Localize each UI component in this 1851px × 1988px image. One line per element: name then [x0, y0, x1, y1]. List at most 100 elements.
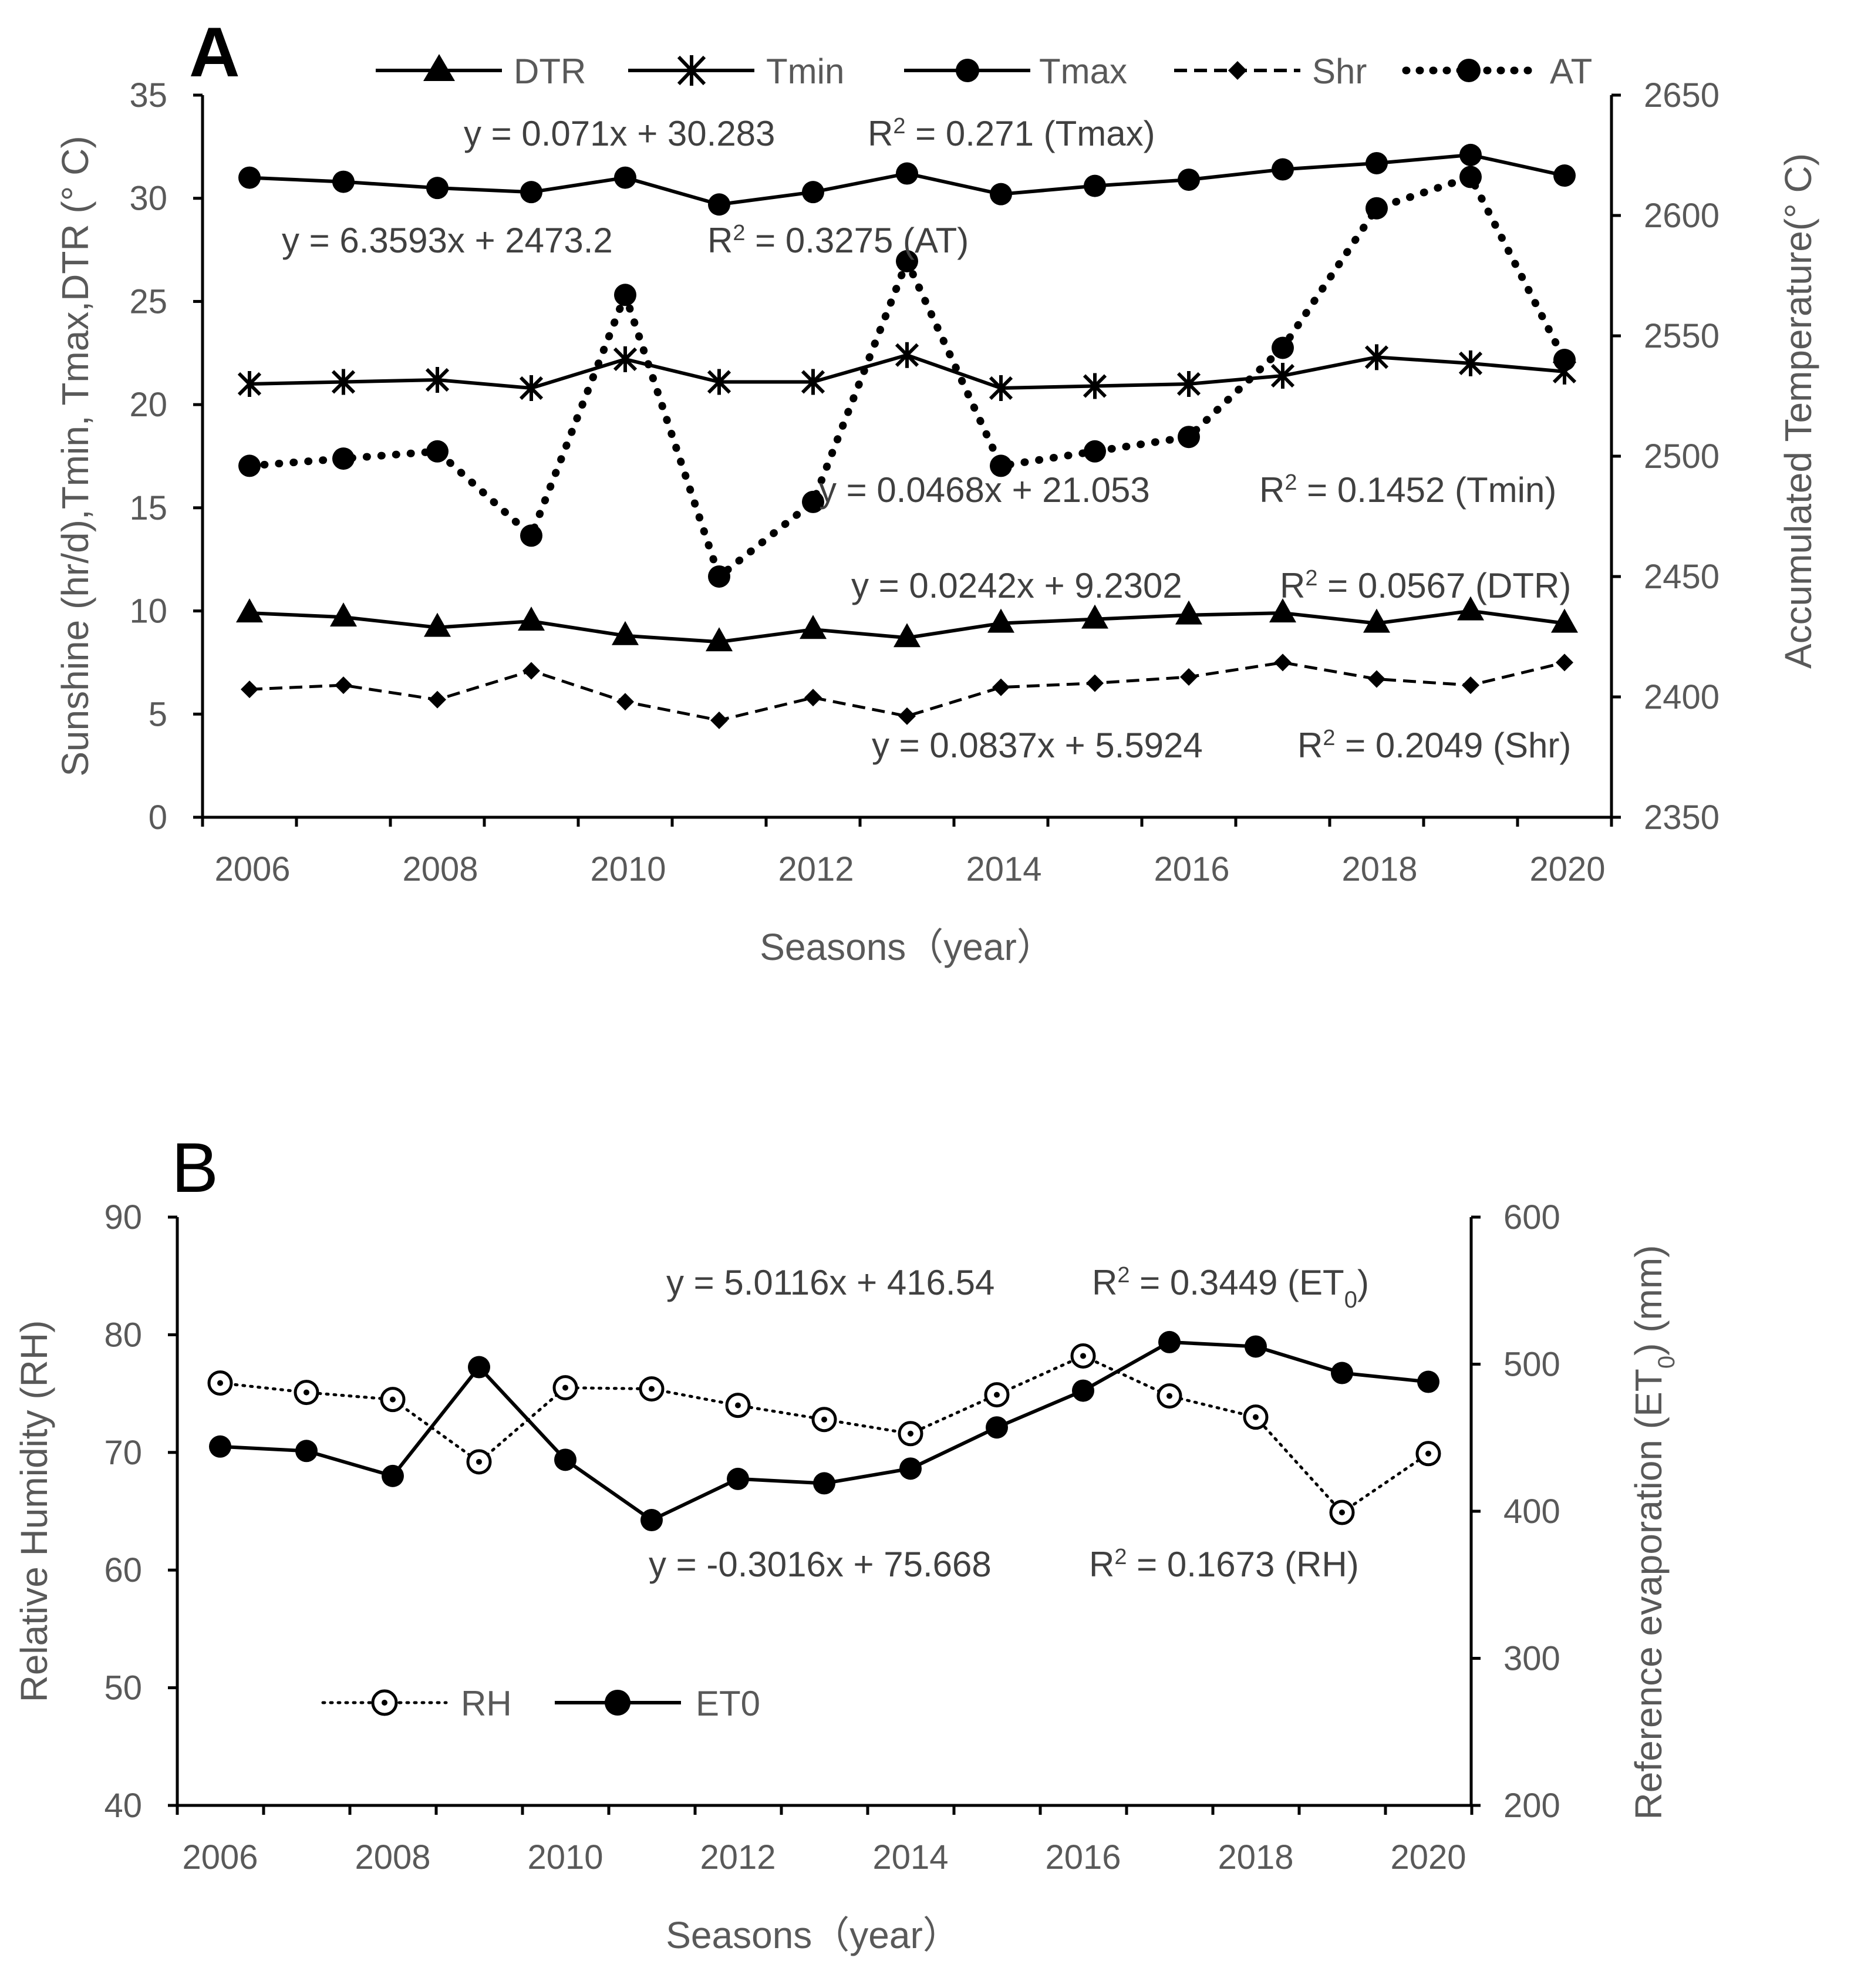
left-tick-label: 0 [149, 798, 167, 837]
left-tick-label: 20 [129, 386, 167, 424]
svg-text:Shr: Shr [1312, 52, 1367, 91]
eq-shr: y = 0.0837x + 5.5924 [872, 726, 1203, 765]
point-tmin [1083, 373, 1107, 399]
x-tick-label: 2008 [402, 850, 478, 888]
x-tick-label: 2006 [182, 1838, 258, 1876]
legend-rh: RH [321, 1684, 512, 1723]
point-tmin [237, 371, 262, 397]
svg-text:Tmax: Tmax [1039, 52, 1127, 91]
point-tmax [802, 181, 824, 204]
point-tmin [519, 375, 544, 402]
point-rh [1157, 1383, 1182, 1409]
point-tmin [613, 346, 638, 372]
point-tmax [708, 193, 730, 216]
panel-b-legend: RH ET0 [321, 1684, 760, 1723]
point-tmax [1084, 174, 1106, 197]
point-rh [207, 1370, 233, 1396]
x-tick-label: 2010 [590, 850, 666, 888]
left-tick-label: 50 [104, 1669, 142, 1707]
svg-text:ET0: ET0 [696, 1684, 760, 1723]
r2-tmax: R2 = 0.271 (Tmax) [868, 114, 1155, 153]
svg-text:AT: AT [1550, 52, 1592, 91]
point-shr [898, 707, 916, 725]
point-at [332, 447, 355, 470]
right-tick-label: 200 [1503, 1787, 1560, 1825]
panel-b-x-axis-title: Seasons（year） [666, 1914, 960, 1956]
right-tick-label: 600 [1503, 1198, 1560, 1236]
point-rh [1243, 1404, 1269, 1430]
point-dtr [800, 615, 827, 639]
point-et0 [382, 1464, 404, 1487]
series-tmin [237, 342, 1577, 402]
point-dtr [706, 627, 733, 652]
series-at [238, 166, 1576, 588]
panel-b-y-axis-title: Relative Humidity (RH) [13, 1320, 55, 1703]
point-tmin [895, 342, 919, 368]
point-at [708, 565, 730, 588]
panel-b-equations: y = 5.0116x + 416.54 R2 = 0.3449 (ET0) y… [649, 1263, 1369, 1584]
point-tmin [1364, 344, 1389, 370]
point-tmin [425, 366, 450, 393]
point-tmin [801, 369, 825, 395]
panel-a-right-tick-labels: 2350 2400 2450 2500 2550 2600 2650 [1644, 76, 1719, 837]
left-tick-label: 30 [129, 180, 167, 218]
point-et0 [1072, 1379, 1094, 1402]
series-shr [241, 653, 1573, 729]
point-rh [725, 1393, 751, 1418]
point-tmax [1553, 164, 1576, 187]
point-shr [616, 693, 634, 711]
point-tmax [332, 170, 355, 193]
point-tmax [238, 166, 261, 189]
point-at [1366, 197, 1388, 220]
point-et0 [899, 1457, 922, 1480]
point-at [520, 524, 542, 547]
point-at [896, 250, 918, 272]
series-tmax [238, 143, 1576, 216]
svg-text:Tmin: Tmin [766, 52, 844, 91]
right-tick-label: 2650 [1644, 76, 1719, 114]
left-tick-label: 5 [149, 695, 167, 733]
point-dtr [1081, 604, 1108, 629]
right-tick-label: 300 [1503, 1640, 1560, 1678]
point-shr [1462, 676, 1479, 695]
eq-rh: y = -0.3016x + 75.668 [649, 1545, 992, 1584]
eq-dtr: y = 0.0242x + 9.2302 [851, 566, 1182, 605]
x-tick-label: 2018 [1341, 850, 1417, 888]
point-rh [639, 1376, 665, 1402]
point-dtr [518, 606, 545, 631]
point-et0 [727, 1467, 749, 1490]
left-tick-label: 70 [104, 1434, 142, 1472]
point-tmax [896, 162, 918, 185]
point-tmax [426, 177, 449, 200]
legend-at: AT [1402, 52, 1592, 91]
panel-a-left-tick-labels: 0 5 10 15 20 25 30 35 [129, 76, 167, 837]
r2-et0: R2 = 0.3449 (ET0) [1092, 1263, 1369, 1313]
point-rh [380, 1387, 406, 1413]
r2-tmin: R2 = 0.1452 (Tmin) [1259, 470, 1556, 510]
point-at [1459, 166, 1482, 188]
left-tick-label: 25 [129, 282, 167, 321]
point-et0 [1331, 1362, 1353, 1384]
left-tick-label: 90 [104, 1198, 142, 1236]
point-tmin [989, 375, 1013, 402]
point-at [614, 284, 636, 306]
x-tick-label: 2020 [1529, 850, 1605, 888]
point-et0 [295, 1440, 318, 1463]
point-at [1553, 349, 1576, 371]
point-at [1084, 440, 1106, 463]
point-dtr [1363, 608, 1390, 633]
panel-b-right-tick-labels: 200 300 400 500 600 [1503, 1198, 1560, 1825]
left-tick-label: 10 [129, 592, 167, 631]
point-at [238, 454, 261, 477]
point-et0 [1417, 1370, 1439, 1393]
point-et0 [554, 1448, 576, 1471]
x-tick-label: 2012 [778, 850, 854, 888]
right-tick-label: 400 [1503, 1492, 1560, 1531]
eq-tmin: y = 0.0468x + 21.053 [819, 470, 1150, 510]
point-shr [992, 678, 1010, 696]
panel-a-y2-axis-title: Accumulated Temperature(° C) [1777, 153, 1819, 669]
legend-shr: Shr [1174, 52, 1367, 91]
point-at [1272, 336, 1294, 359]
